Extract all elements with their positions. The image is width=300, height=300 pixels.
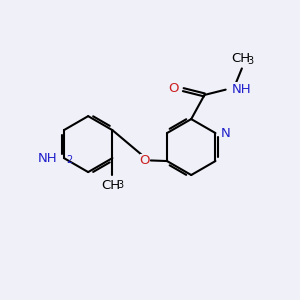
Text: CH: CH [101, 179, 121, 192]
Text: NH: NH [232, 82, 252, 95]
Text: CH: CH [231, 52, 250, 65]
Text: O: O [140, 154, 150, 167]
Text: 3: 3 [117, 180, 124, 190]
Text: 3: 3 [247, 56, 253, 66]
Text: 2: 2 [66, 155, 73, 165]
Text: N: N [221, 127, 230, 140]
Text: NH: NH [38, 152, 58, 165]
Text: O: O [168, 82, 179, 95]
